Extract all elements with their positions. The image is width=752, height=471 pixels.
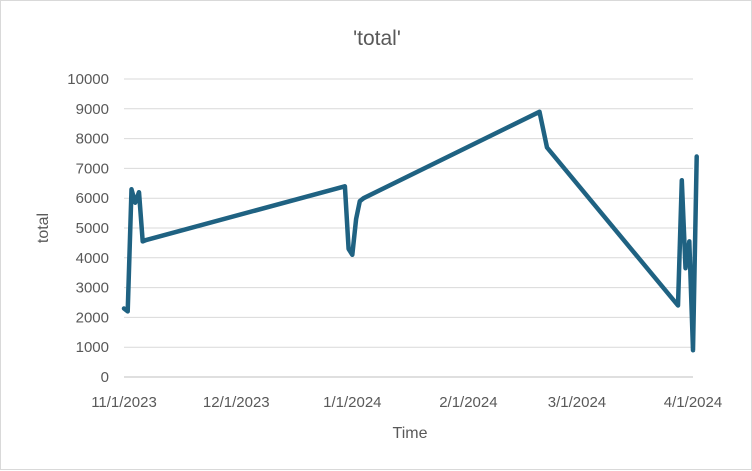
series-line <box>124 112 697 351</box>
chart-title: 'total' <box>353 27 401 50</box>
y-tick-label: 8000 <box>76 131 109 148</box>
y-axis-tick-labels: 0 1000 2000 3000 4000 5000 6000 7000 8000 9000 100… <box>67 71 109 386</box>
x-tick-label: 2/1/2024 <box>439 394 497 411</box>
x-tick-label: 11/1/2023 <box>91 394 157 411</box>
y-tick-label: 5000 <box>76 220 109 237</box>
gridlines <box>124 79 693 347</box>
y-tick-label: 10000 <box>67 71 109 88</box>
y-tick-label: 0 <box>101 369 109 386</box>
x-axis-title: Time <box>393 425 428 442</box>
y-tick-label: 3000 <box>76 280 109 297</box>
y-tick-label: 1000 <box>76 339 109 356</box>
y-tick-label: 6000 <box>76 190 109 207</box>
series-layer <box>124 112 697 351</box>
series-line-path <box>124 112 697 350</box>
x-tick-label: 3/1/2024 <box>548 394 606 411</box>
y-tick-label: 4000 <box>76 250 109 267</box>
y-tick-label: 9000 <box>76 101 109 118</box>
y-tick-label: 2000 <box>76 309 109 326</box>
x-tick-label: 1/1/2024 <box>323 394 381 411</box>
y-tick-label: 7000 <box>76 160 109 177</box>
x-tick-label: 4/1/2024 <box>664 394 722 411</box>
y-axis-title: total <box>35 213 52 243</box>
x-tick-label: 12/1/2023 <box>203 394 270 411</box>
x-axis-tick-labels: 11/1/2023 12/1/2023 1/1/2024 2/1/2024 3/1/20… <box>91 394 722 411</box>
